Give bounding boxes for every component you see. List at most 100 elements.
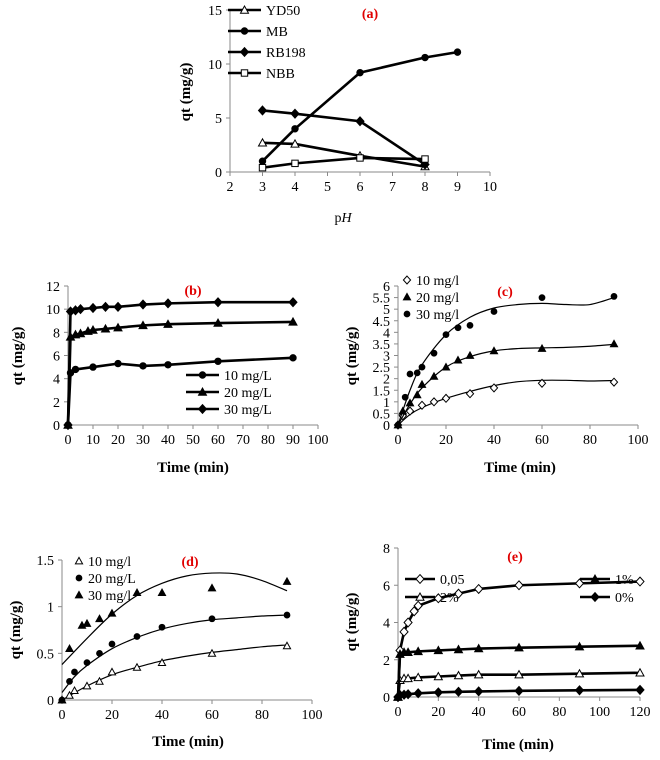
y-tick-label: 2 bbox=[53, 396, 60, 411]
data-point bbox=[65, 644, 74, 653]
chart-title: (d) bbox=[181, 555, 198, 570]
data-point bbox=[574, 685, 585, 696]
y-tick-label: 1 bbox=[383, 396, 390, 411]
legend-label: 10 mg/l bbox=[88, 555, 131, 570]
y-tick-label: 8 bbox=[383, 542, 390, 557]
data-point bbox=[89, 363, 97, 371]
y-tick-label: 5 bbox=[383, 303, 390, 318]
data-point bbox=[489, 346, 499, 355]
series-2 bbox=[257, 105, 430, 170]
x-tick-label: 9 bbox=[454, 180, 461, 195]
data-point bbox=[453, 48, 462, 56]
data-point bbox=[399, 626, 409, 637]
y-tick-label: 0 bbox=[383, 691, 390, 706]
y-tick-label: 10 bbox=[208, 58, 222, 73]
y-tick-label: 12 bbox=[46, 280, 60, 295]
data-point bbox=[465, 350, 475, 359]
data-point bbox=[420, 159, 430, 170]
legend-marker bbox=[415, 591, 425, 601]
data-point bbox=[405, 406, 415, 416]
data-point bbox=[417, 400, 427, 411]
data-point bbox=[429, 397, 439, 407]
legend-label: 20 mg/L bbox=[88, 572, 136, 587]
data-point bbox=[57, 695, 67, 704]
fit-curve bbox=[61, 644, 288, 701]
y-axis-label: qt (mg/g) bbox=[10, 327, 26, 386]
legend: 10 mg/l 20 mg/L 30 mg/l bbox=[74, 555, 136, 604]
data-point bbox=[433, 645, 444, 655]
data-point bbox=[409, 606, 419, 617]
data-point bbox=[465, 389, 475, 399]
x-tick-label: 8 bbox=[422, 180, 429, 195]
x-tick-label: 20 bbox=[439, 433, 453, 448]
data-point bbox=[83, 659, 91, 667]
data-point bbox=[412, 390, 422, 399]
y-axis-label: qt (mg/g) bbox=[344, 327, 360, 386]
data-point bbox=[258, 163, 267, 172]
x-tick-label: 40 bbox=[472, 705, 486, 720]
legend-item: 30 mg/L bbox=[186, 403, 272, 418]
data-point bbox=[403, 673, 413, 683]
x-tick-label: 50 bbox=[186, 433, 200, 448]
legend-label: 20 mg/l bbox=[416, 291, 459, 306]
data-point bbox=[257, 137, 268, 147]
data-point bbox=[95, 614, 104, 623]
x-tick-label: 0 bbox=[59, 708, 66, 723]
x-tick-label: 100 bbox=[628, 433, 649, 448]
data-point bbox=[288, 297, 298, 308]
data-point bbox=[574, 668, 585, 678]
y-tick-label: 5.5 bbox=[373, 292, 391, 307]
data-point bbox=[291, 159, 299, 168]
y-axis-label: qt (mg/g) bbox=[344, 593, 360, 652]
data-point bbox=[65, 690, 74, 699]
series-1 bbox=[393, 339, 619, 429]
data-point bbox=[71, 668, 78, 676]
legend-item: 20 mg/L bbox=[75, 572, 136, 587]
chart-title: (c) bbox=[497, 285, 513, 300]
x-tick-label: 2 bbox=[227, 180, 234, 195]
data-point bbox=[610, 293, 618, 300]
chart-title: (e) bbox=[507, 550, 523, 565]
legend-label: 1% bbox=[615, 573, 634, 588]
data-point bbox=[356, 68, 364, 77]
legend-marker bbox=[198, 371, 207, 379]
y-tick-label: 0.5 bbox=[37, 647, 55, 662]
chart-d: 0 20 40 60 80 100 0 0.5 1 1.5 Time (min) qt (mg/g) (… bbox=[8, 554, 323, 750]
data-point bbox=[290, 108, 300, 119]
y-tick-label: 15 bbox=[208, 4, 222, 19]
y-tick-label: 4 bbox=[53, 373, 60, 388]
data-point bbox=[132, 662, 142, 671]
legend-label: 2% bbox=[440, 591, 459, 606]
legend-marker bbox=[74, 590, 84, 599]
legend-marker bbox=[239, 4, 250, 14]
data-point bbox=[158, 623, 166, 631]
chart-e: 0 20 40 60 80 100 120 0 2 4 6 8 Time (min) qt (mg/g) (… bbox=[344, 542, 651, 753]
data-point bbox=[207, 583, 217, 592]
y-tick-label: 4.5 bbox=[373, 315, 391, 330]
x-tick-label: 10 bbox=[483, 180, 497, 195]
fit-curve bbox=[397, 343, 615, 426]
data-point bbox=[100, 323, 111, 333]
y-tick-label: 6 bbox=[53, 350, 60, 365]
data-point bbox=[132, 588, 142, 597]
x-tick-label: 60 bbox=[535, 433, 549, 448]
series-0 bbox=[57, 641, 292, 704]
legend-marker bbox=[402, 275, 412, 285]
x-axis-label: Time (min) bbox=[482, 737, 554, 753]
x-tick-label: 0 bbox=[395, 433, 402, 448]
data-point bbox=[82, 618, 92, 627]
data-point bbox=[635, 640, 645, 650]
legend-label: 20 mg/L bbox=[224, 386, 272, 401]
y-tick-label: 10 bbox=[46, 303, 60, 318]
data-point bbox=[139, 362, 147, 370]
data-point bbox=[282, 641, 292, 650]
x-tick-label: 20 bbox=[431, 705, 445, 720]
x-tick-label: 20 bbox=[111, 433, 125, 448]
data-point bbox=[289, 354, 297, 362]
x-axis-label: Time (min) bbox=[484, 460, 556, 476]
x-tick-label: 40 bbox=[161, 433, 175, 448]
y-axis-label: qt (mg/g) bbox=[178, 63, 194, 122]
legend: 10 mg/L 20 mg/L 30 mg/L bbox=[186, 369, 272, 418]
legend-label: 10 mg/l bbox=[416, 274, 459, 289]
